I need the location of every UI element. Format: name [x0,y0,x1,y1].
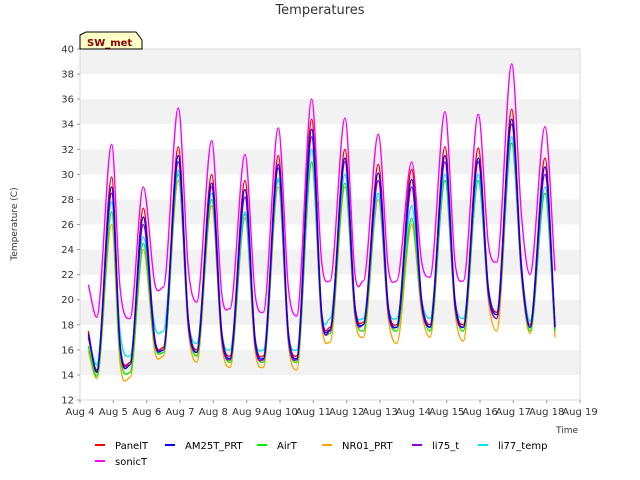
chart-title: Temperatures [274,3,364,18]
x-tick-label: Aug 5 [99,407,128,418]
grid-band [80,249,580,275]
legend-label: sonicT [115,457,148,468]
legend-item: sonicT [95,457,148,468]
x-tick-label: Aug 8 [199,407,228,418]
legend-item: PanelT [95,441,149,452]
y-tick-label: 32 [61,145,74,156]
grid-band [80,174,580,200]
y-tick-label: 34 [61,120,74,131]
grid-band [80,299,580,325]
y-tick-label: 30 [61,170,74,181]
y-tick-label: 28 [61,195,74,206]
grid-band [80,49,580,75]
grid-band [80,74,580,100]
x-tick-label: Aug 16 [462,407,497,418]
y-tick-label: 36 [61,95,74,106]
grid-band [80,99,580,125]
y-tick-label: 38 [61,70,74,81]
y-axis: 12 14 16 18 20 22 24 26 28 30 32 34 36 38 40 [61,45,80,407]
legend-item: li77_temp [478,441,547,452]
grid-band [80,374,580,400]
legend-label: PanelT [115,441,149,452]
series-line-am25t-prt [87,118,556,374]
x-tick-label: Aug 9 [232,407,261,418]
grid-band [80,149,580,175]
y-tick-label: 18 [61,320,74,331]
legend-item: NR01_PRT [322,441,393,452]
x-tick-label: Aug 11 [296,407,331,418]
site-tag-box [79,31,143,50]
x-tick-label: Aug 18 [529,407,564,418]
grid-band [80,199,580,225]
x-tick-label: Aug 6 [132,407,161,418]
series-lines [87,63,556,382]
y-tick-label: 40 [61,45,74,56]
legend-label: li75_t [432,441,459,452]
x-tick-label: Aug 13 [362,407,397,418]
legend-label: NR01_PRT [342,441,393,452]
x-tick-label: Aug 4 [65,407,94,418]
legend-item: AirT [257,441,298,452]
y-tick-label: 22 [61,270,74,281]
y-tick-label: 16 [61,345,74,356]
legend-label: AM25T_PRT [185,441,244,452]
grid-band [80,324,580,350]
y-axis-title: Temperature (C) [10,187,20,261]
y-tick-label: 14 [61,370,74,381]
site-tag: SW_met [79,31,143,50]
legend-item: AM25T_PRT [165,441,244,452]
series-line-sonict [87,63,556,320]
x-tick-label: Aug 7 [165,407,194,418]
x-axis-title: Time [555,426,578,436]
legend-label: AirT [277,441,298,452]
site-tag-label: SW_met [87,38,132,49]
grid-band [80,224,580,250]
x-tick-label: Aug 10 [262,407,297,418]
x-tick-label: Aug 17 [496,407,531,418]
y-tick-label: 12 [61,396,74,407]
legend-item: li75_t [412,441,459,452]
y-tick-label: 20 [61,295,74,306]
x-tick-label: Aug 14 [396,407,431,418]
x-axis: Aug 4 Aug 5 Aug 6 Aug 7 Aug 8 Aug 9 Aug 10Aug … [65,400,598,418]
legend: PanelT AM25T_PRT AirT NR01_PRT li75_t li77_te… [95,441,547,468]
grid-band [80,124,580,150]
x-tick-label: Aug 15 [429,407,464,418]
grid-band [80,349,580,375]
y-tick-label: 26 [61,220,74,231]
x-tick-label: Aug 12 [329,407,364,418]
legend-label: li77_temp [498,441,547,452]
x-tick-label: Aug 19 [562,407,597,418]
y-tick-label: 24 [61,245,74,256]
